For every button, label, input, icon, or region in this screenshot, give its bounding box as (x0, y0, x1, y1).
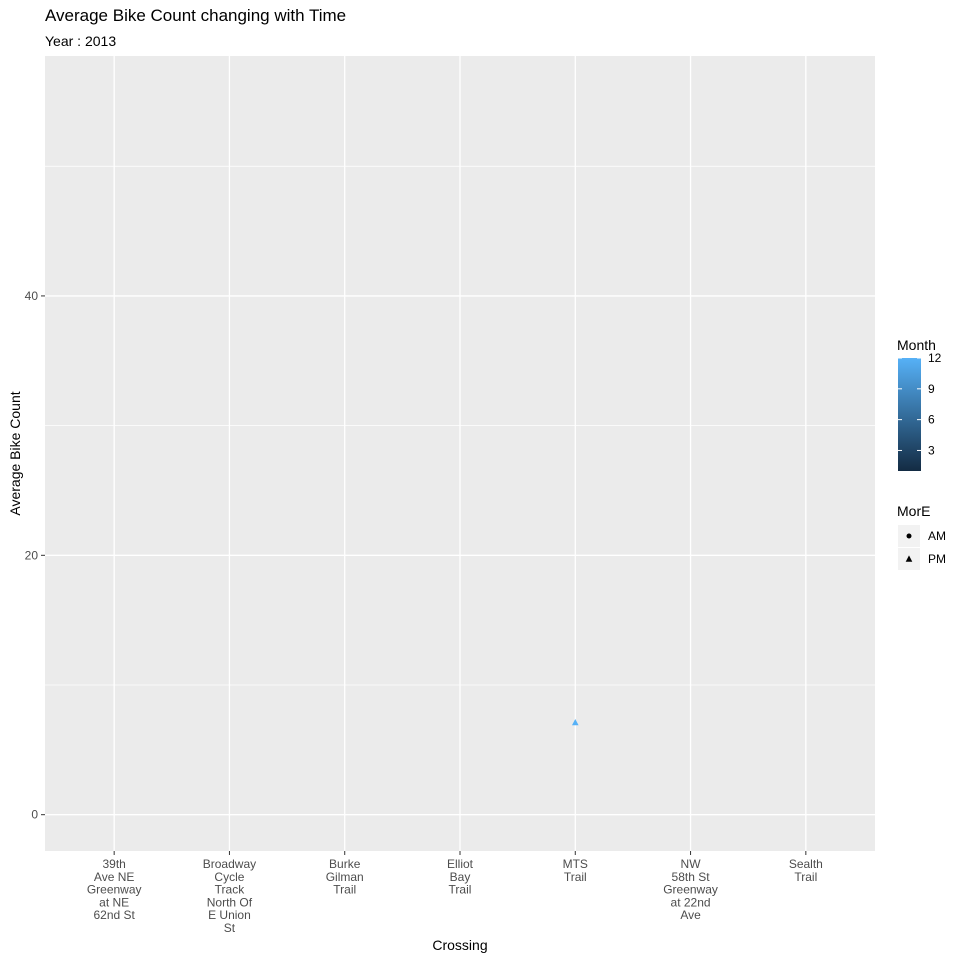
grid-lines (45, 56, 875, 851)
x-tick-label: Sealth Trail (789, 857, 823, 884)
x-tick-label-line: Trail (449, 883, 472, 897)
x-tick-label-line: Greenway (663, 883, 718, 897)
x-tick-label-line: Burke (329, 857, 361, 871)
colorbar-tick-label: 3 (928, 443, 935, 457)
legend-item-label: PM (928, 552, 946, 566)
x-tick-label-line: Ave (680, 908, 701, 922)
x-tick-label: Elliot Bay Trail (447, 857, 474, 897)
x-tick-label: Burke Gilman Trail (326, 857, 364, 897)
x-tick-label-line: at 22nd (671, 895, 711, 909)
x-tick-label-line: MTS (563, 857, 588, 871)
x-tick-label-line: Track (215, 883, 246, 897)
legend-month: Month 3 6 9 12 (897, 337, 942, 471)
chart-subtitle: Year : 2013 (45, 33, 117, 49)
colorbar-tick-label: 6 (928, 413, 935, 427)
legend-more-items: AM PM (898, 525, 946, 570)
chart-title: Average Bike Count changing with Time (45, 6, 347, 25)
data-points (571, 719, 579, 726)
colorbar-ticks: 3 6 9 12 (898, 351, 942, 457)
y-tick-label: 20 (25, 548, 39, 562)
x-tick-label-line: Trail (794, 870, 817, 884)
x-tick-label: 39th Ave NE Greenway at NE 62nd St (87, 857, 142, 922)
x-tick-label: NW 58th St Greenway at 22nd Ave (663, 857, 718, 922)
x-tick-label: Broadway Cycle Track North Of E Union St (203, 857, 256, 935)
x-tick-label-line: North Of (207, 895, 253, 909)
legend-more: MorE AM PM (897, 503, 946, 570)
x-tick-label-line: at NE (99, 895, 129, 909)
x-tick-label-line: Cycle (214, 870, 244, 884)
x-tick-label-line: E Union (208, 908, 251, 922)
colorbar-tick-label: 12 (928, 351, 942, 365)
data-point (571, 719, 579, 726)
month-colorbar (898, 358, 921, 471)
x-tick-label-line: Gilman (326, 870, 364, 884)
legend-key-circle (906, 533, 912, 539)
x-tick-label-line: Elliot (447, 857, 474, 871)
x-tick-label-line: Sealth (789, 857, 823, 871)
x-tick-label-line: St (224, 921, 236, 935)
x-tick-label-line: 58th St (672, 870, 711, 884)
x-tick-label-line: 62nd St (93, 908, 135, 922)
x-tick-label-line: NW (681, 857, 702, 871)
legend-month-title: Month (897, 337, 936, 353)
legend-item-label: AM (928, 529, 946, 543)
legend-more-title: MorE (897, 503, 930, 519)
y-axis-title: Average Bike Count (7, 391, 23, 515)
x-axis-title: Crossing (432, 937, 487, 953)
legend-key-triangle (905, 555, 913, 562)
x-tick-label: MTS Trail (563, 857, 588, 884)
x-tick-label-line: Broadway (203, 857, 256, 871)
x-tick-label-line: 39th (102, 857, 125, 871)
x-tick-label-line: Trail (333, 883, 356, 897)
y-axis: 0 20 40 (25, 289, 45, 822)
colorbar-tick-label: 9 (928, 382, 935, 396)
y-tick-label: 0 (31, 808, 38, 822)
y-tick-label: 40 (25, 289, 39, 303)
x-tick-label-line: Greenway (87, 883, 142, 897)
x-tick-label-line: Bay (450, 870, 471, 884)
x-tick-label-line: Trail (564, 870, 587, 884)
x-tick-label-line: Ave NE (94, 870, 134, 884)
